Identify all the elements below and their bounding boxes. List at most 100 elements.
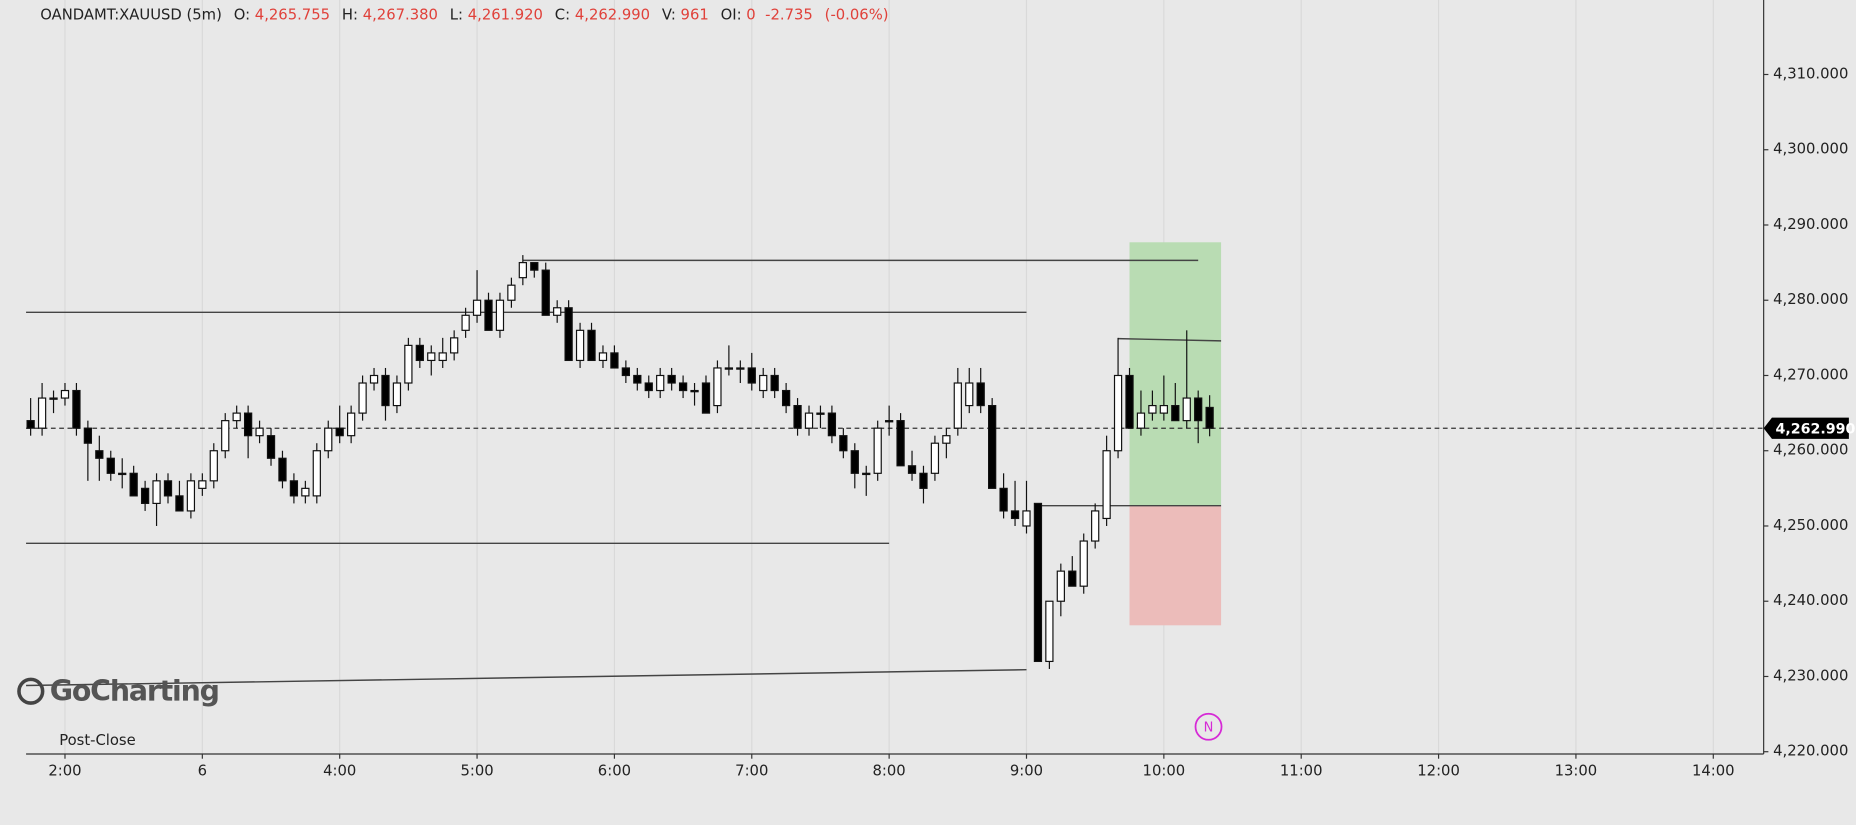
candle-body	[781, 389, 791, 407]
candle-body	[1148, 404, 1157, 414]
candle-body	[266, 435, 276, 459]
y-tick-label: 4,220.000	[1773, 743, 1848, 760]
candle-body	[312, 450, 321, 497]
candle-body	[507, 284, 516, 301]
candle-body	[72, 389, 81, 429]
marker-label: N	[1204, 720, 1214, 735]
candle-body	[243, 412, 253, 437]
candle-body	[1171, 404, 1180, 422]
candle-body	[415, 344, 424, 362]
candle-body	[1079, 540, 1088, 587]
candle-body	[701, 382, 711, 414]
candle-body	[804, 412, 814, 429]
candle-body	[438, 352, 447, 362]
x-tick-label: 6:00	[598, 763, 631, 780]
candle-body	[324, 427, 333, 452]
candle-body	[484, 299, 493, 331]
x-tick-label: 9:00	[1010, 763, 1043, 780]
candle-body	[358, 382, 367, 414]
candle-body	[1033, 502, 1043, 663]
header-text: V:	[662, 6, 676, 23]
candle-body	[999, 487, 1008, 512]
candle-body	[1182, 397, 1191, 422]
drawn-line	[1118, 337, 1222, 342]
candle-body	[1022, 510, 1031, 527]
candle-body	[942, 435, 951, 444]
candle-body	[278, 457, 287, 482]
candle-body	[793, 404, 802, 429]
y-tick-label: 4,230.000	[1773, 667, 1848, 684]
candle-body	[656, 374, 665, 392]
candle-body	[907, 465, 917, 474]
x-tick-label: 10:00	[1143, 763, 1186, 780]
x-tick-label: 7:00	[735, 763, 768, 780]
candle-body	[553, 307, 562, 316]
last-price-label: 4,262.990	[1775, 421, 1855, 437]
candle-body	[644, 382, 653, 392]
x-tick-label: 12:00	[1417, 763, 1460, 780]
y-tick-label: 4,280.000	[1773, 291, 1848, 308]
candle-body	[369, 374, 379, 384]
logo-text: GoCharting	[50, 674, 219, 707]
header: OANDAMT:XAUUSD (5m) O: 4,265.755 H: 4,267.38…	[40, 6, 888, 23]
candle-body	[198, 480, 207, 489]
y-tick-label: 4,300.000	[1773, 141, 1848, 158]
candle-body	[827, 412, 837, 437]
candle-body	[37, 397, 47, 429]
candle-body	[839, 435, 848, 452]
logo-icon	[17, 677, 45, 705]
y-tick-label: 4,250.000	[1773, 517, 1848, 534]
candle-body	[1194, 397, 1203, 422]
candle-body	[427, 352, 436, 362]
candle-body	[953, 382, 962, 429]
candle-body	[186, 480, 196, 512]
header-text: 4,265.755	[255, 6, 330, 23]
y-tick-label: 4,260.000	[1773, 442, 1848, 459]
y-tick-label: 4,290.000	[1773, 216, 1848, 233]
candle-body	[1125, 374, 1134, 429]
watermark: GoCharting	[17, 674, 220, 707]
candle-body	[1102, 450, 1111, 520]
candle-body	[209, 450, 218, 482]
candle-body	[129, 472, 138, 497]
header-text: O:	[234, 6, 250, 23]
y-tick-label: 4,270.000	[1773, 366, 1848, 383]
candle-body	[862, 472, 871, 476]
candle-body	[759, 374, 768, 392]
candle-body	[736, 367, 745, 370]
header-text: OANDAMT:XAUUSD (5m)	[40, 6, 222, 23]
x-tick-label: 4:00	[323, 763, 356, 780]
x-tick-label: 13:00	[1555, 763, 1598, 780]
candle-body	[140, 487, 150, 504]
drawings	[26, 242, 1764, 687]
candle-body	[564, 307, 573, 362]
candle-body	[301, 487, 310, 497]
candle-body	[495, 299, 505, 331]
candle-body	[965, 382, 974, 407]
header-text: 4,262.990	[575, 6, 650, 23]
x-tick-label: 6	[198, 763, 207, 780]
header-text: OI:	[721, 6, 742, 23]
candle-body	[518, 262, 527, 279]
candle-body	[873, 427, 882, 474]
header-text: H:	[342, 6, 358, 23]
candle-body	[347, 412, 356, 437]
x-tick-label: 2:00	[48, 763, 81, 780]
x-tick-label: 11:00	[1280, 763, 1323, 780]
candle-body	[335, 427, 344, 437]
candle-body	[289, 480, 299, 497]
header-text: 0	[746, 6, 755, 23]
candle-body	[541, 269, 550, 316]
stop-zone	[1129, 505, 1222, 626]
candle-body	[1068, 570, 1077, 587]
y-tick-label: 4,240.000	[1773, 592, 1848, 609]
candle-body	[713, 367, 722, 407]
session-label: Post-Close	[59, 732, 136, 749]
last-price-tag	[1763, 417, 1849, 439]
candle-body	[175, 495, 184, 512]
candle-body	[667, 374, 676, 384]
candle-body	[770, 374, 779, 392]
marker-circle	[1194, 712, 1223, 741]
candle-body	[1205, 406, 1214, 429]
candle-body	[381, 374, 390, 407]
